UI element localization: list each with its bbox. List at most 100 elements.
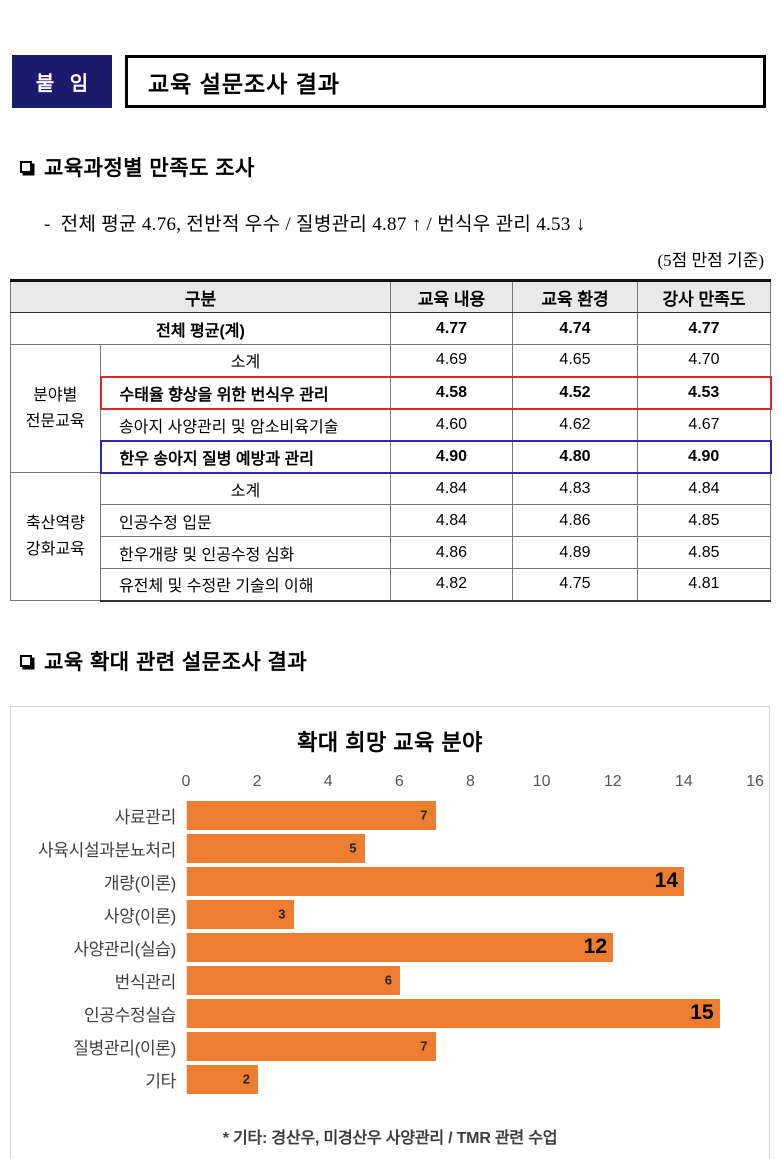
score-content: 4.58: [390, 375, 513, 410]
score-environment: 4.80: [512, 439, 638, 474]
bar-value-label: 15: [690, 1001, 714, 1024]
x-tick-labels: 0 2 4 6 8 10 12 14 16: [182, 767, 764, 799]
total-content-score: 4.77: [390, 312, 513, 345]
score-environment: 4.75: [512, 568, 638, 602]
category-label: 질병관리(이론): [73, 1038, 176, 1058]
score-environment: 4.62: [512, 408, 638, 441]
score-content: 4.84: [390, 472, 513, 505]
score-content: 4.69: [390, 344, 513, 377]
score-instructor: 4.53: [637, 375, 772, 410]
bar-row: 기타 2: [11, 1063, 769, 1096]
score-environment: 4.65: [512, 344, 638, 377]
table-row: 분야별 전문교육 소계 4.69 4.65 4.70: [10, 344, 771, 473]
section-heading-expansion-label: 교육 확대 관련 설문조사 결과: [44, 650, 308, 674]
category-label: 사료관리: [114, 807, 177, 827]
bar-value-label: 12: [583, 935, 607, 958]
document-header: 붙 임 교육 설문조사 결과: [12, 55, 766, 108]
bar: 14: [187, 866, 684, 896]
section-heading-satisfaction: 교육과정별 만족도 조사: [20, 152, 780, 182]
score-instructor: 4.90: [637, 439, 772, 474]
score-instructor: 4.67: [637, 408, 771, 441]
score-environment: 4.52: [512, 375, 638, 410]
satisfaction-table: 구분 교육 내용 교육 환경 강사 만족도 전체 평균(계) 4.77 4.74…: [10, 279, 772, 602]
satisfaction-summary: - 전체 평균 4.76, 전반적 우수 / 질병관리 4.87 ↑ / 번식우 …: [44, 209, 780, 236]
x-tick: 0: [181, 772, 191, 790]
bar-track: 3: [186, 899, 755, 929]
bar-row: 사육시설과분뇨처리 5: [11, 832, 769, 865]
table-row-highlight-blue: 한우 송아지 질병 예방과 관리 4.90 4.80 4.90: [11, 439, 772, 474]
bar: 7: [187, 1031, 436, 1061]
x-tick: 4: [323, 772, 333, 790]
table-row: 유전체 및 수정란 기술의 이해 4.82 4.75 4.81: [11, 568, 771, 602]
category-label: 사육시설과분뇨처리: [37, 840, 176, 860]
document-title: 교육 설문조사 결과: [148, 70, 341, 97]
bar-value-label: 6: [384, 972, 392, 988]
course-name: 인공수정 입문: [100, 504, 391, 537]
category-label: 사양(이론): [103, 906, 176, 926]
dash-bullet: -: [44, 214, 51, 235]
x-tick: 10: [532, 772, 551, 790]
bar-row-emphasized: 개량(이론) 14: [11, 865, 769, 898]
score-content: 4.82: [390, 568, 513, 602]
x-tick: 2: [252, 772, 262, 790]
category-label: 사양관리(실습): [73, 939, 176, 959]
x-tick: 16: [746, 772, 764, 790]
document-title-box: 교육 설문조사 결과: [125, 55, 766, 108]
bar-track: 15: [186, 998, 755, 1028]
bar-track: 14: [186, 866, 755, 896]
table-row-total: 전체 평균(계) 4.77 4.74 4.77: [10, 312, 771, 345]
section-heading-satisfaction-label: 교육과정별 만족도 조사: [44, 157, 255, 180]
bar-row: 번식관리 6: [11, 964, 769, 997]
square-bullet-icon: [20, 654, 32, 667]
bar-track: 6: [186, 965, 755, 995]
bar-row-emphasized: 사양관리(실습) 12: [11, 931, 769, 964]
bar-row-emphasized: 인공수정실습 15: [11, 997, 769, 1030]
course-name: 수태율 향상을 위한 번식우 관리: [99, 375, 391, 410]
total-label: 전체 평균(계): [10, 312, 391, 345]
chart-plot-area: 사료관리 7 사육시설과분뇨처리 5 개량(이론): [11, 799, 769, 1096]
group-label-specialized: 분야별 전문교육: [10, 344, 101, 473]
bar-row: 질병관리(이론) 7: [11, 1030, 769, 1063]
col-header-instructor: 강사 만족도: [637, 279, 771, 313]
score-content: 4.84: [390, 504, 513, 537]
score-content: 4.86: [390, 536, 513, 569]
bar-track: 5: [186, 833, 755, 863]
bar: 3: [187, 899, 294, 929]
x-tick: 8: [466, 772, 475, 790]
bar-value-label: 3: [278, 906, 286, 922]
course-name: 유전체 및 수정란 기술의 이해: [100, 568, 391, 602]
score-content: 4.60: [390, 408, 513, 441]
score-environment: 4.89: [512, 536, 638, 569]
bar-track: 12: [186, 932, 755, 962]
category-label: 개량(이론): [103, 873, 176, 893]
satisfaction-summary-text: 전체 평균 4.76, 전반적 우수 / 질병관리 4.87 ↑ / 번식우 관…: [60, 214, 586, 235]
x-tick: 14: [674, 772, 693, 790]
scale-note: (5점 만점 기준): [657, 251, 764, 270]
bar: 12: [187, 932, 613, 962]
bar-track: 7: [186, 800, 755, 830]
section-heading-expansion: 교육 확대 관련 설문조사 결과: [20, 646, 780, 676]
score-instructor: 4.85: [637, 536, 771, 569]
col-header-category: 구분: [10, 279, 391, 313]
table-row: 송아지 사양관리 및 암소비육기술 4.60 4.62 4.67: [11, 408, 771, 441]
table-header-row: 구분 교육 내용 교육 환경 강사 만족도: [10, 279, 771, 313]
score-instructor: 4.85: [637, 504, 771, 537]
table-row: 한우개량 및 인공수정 심화 4.86 4.89 4.85: [11, 536, 771, 569]
score-environment: 4.83: [512, 472, 638, 505]
category-label: 인공수정실습: [83, 1005, 176, 1025]
course-name: 송아지 사양관리 및 암소비육기술: [100, 408, 391, 441]
bar: 5: [187, 833, 365, 863]
group-label-capability: 축산역량 강화교육: [10, 472, 101, 601]
chart-title: 확대 희망 교육 분야: [297, 729, 483, 755]
bar-track: 2: [186, 1064, 755, 1094]
bar: 7: [187, 800, 436, 830]
chart-footnote: * 기타: 경산우, 미경산우 사양관리 / TMR 관련 수업: [222, 1129, 558, 1147]
bar-value-label: 5: [349, 840, 357, 856]
score-instructor: 4.81: [637, 568, 771, 602]
chart-x-axis: 0 2 4 6 8 10 12 14 16: [11, 767, 769, 799]
bar-track: 7: [186, 1031, 755, 1061]
bar: 15: [187, 998, 720, 1028]
bar: 2: [187, 1064, 258, 1094]
bar-value-label: 7: [420, 807, 428, 823]
